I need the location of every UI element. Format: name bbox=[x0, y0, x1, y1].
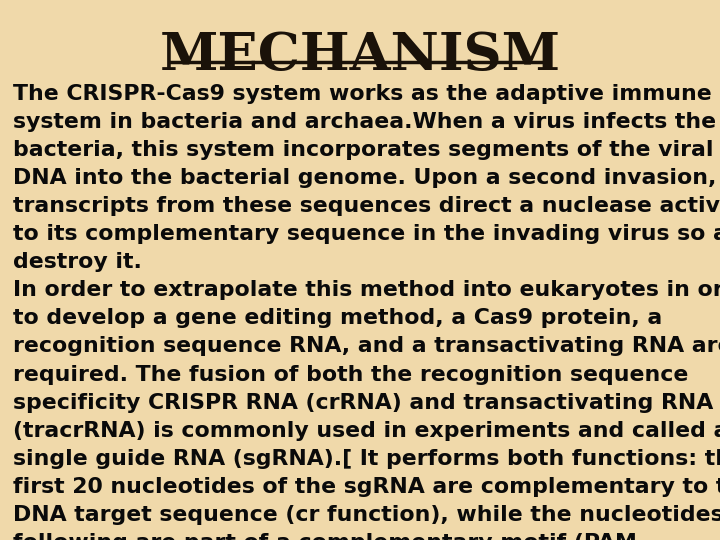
Text: system in bacteria and archaea.When a virus infects the: system in bacteria and archaea.When a vi… bbox=[13, 112, 716, 132]
Text: transcripts from these sequences direct a nuclease activity: transcripts from these sequences direct … bbox=[13, 196, 720, 216]
Text: specificity CRISPR RNA (crRNA) and transactivating RNA: specificity CRISPR RNA (crRNA) and trans… bbox=[13, 393, 714, 413]
Text: destroy it.: destroy it. bbox=[13, 252, 142, 272]
Text: In order to extrapolate this method into eukaryotes in order: In order to extrapolate this method into… bbox=[13, 280, 720, 300]
Text: The CRISPR-Cas9 system works as the adaptive immune: The CRISPR-Cas9 system works as the adap… bbox=[13, 84, 711, 104]
Text: to its complementary sequence in the invading virus so as to: to its complementary sequence in the inv… bbox=[13, 224, 720, 244]
Text: DNA into the bacterial genome. Upon a second invasion,: DNA into the bacterial genome. Upon a se… bbox=[13, 168, 716, 188]
Text: first 20 nucleotides of the sgRNA are complementary to the: first 20 nucleotides of the sgRNA are co… bbox=[13, 477, 720, 497]
Text: bacteria, this system incorporates segments of the viral: bacteria, this system incorporates segme… bbox=[13, 140, 714, 160]
Text: following are part of a complementary motif (PAM...: following are part of a complementary mo… bbox=[13, 533, 662, 540]
Text: (tracrRNA) is commonly used in experiments and called a: (tracrRNA) is commonly used in experimen… bbox=[13, 421, 720, 441]
Text: recognition sequence RNA, and a transactivating RNA are: recognition sequence RNA, and a transact… bbox=[13, 336, 720, 356]
Text: DNA target sequence (cr function), while the nucleotides: DNA target sequence (cr function), while… bbox=[13, 505, 720, 525]
Text: MECHANISM: MECHANISM bbox=[159, 30, 561, 80]
Text: required. The fusion of both the recognition sequence: required. The fusion of both the recogni… bbox=[13, 364, 688, 384]
Text: to develop a gene editing method, a Cas9 protein, a: to develop a gene editing method, a Cas9… bbox=[13, 308, 662, 328]
Text: single guide RNA (sgRNA).[ It performs both functions: the: single guide RNA (sgRNA).[ It performs b… bbox=[13, 449, 720, 469]
